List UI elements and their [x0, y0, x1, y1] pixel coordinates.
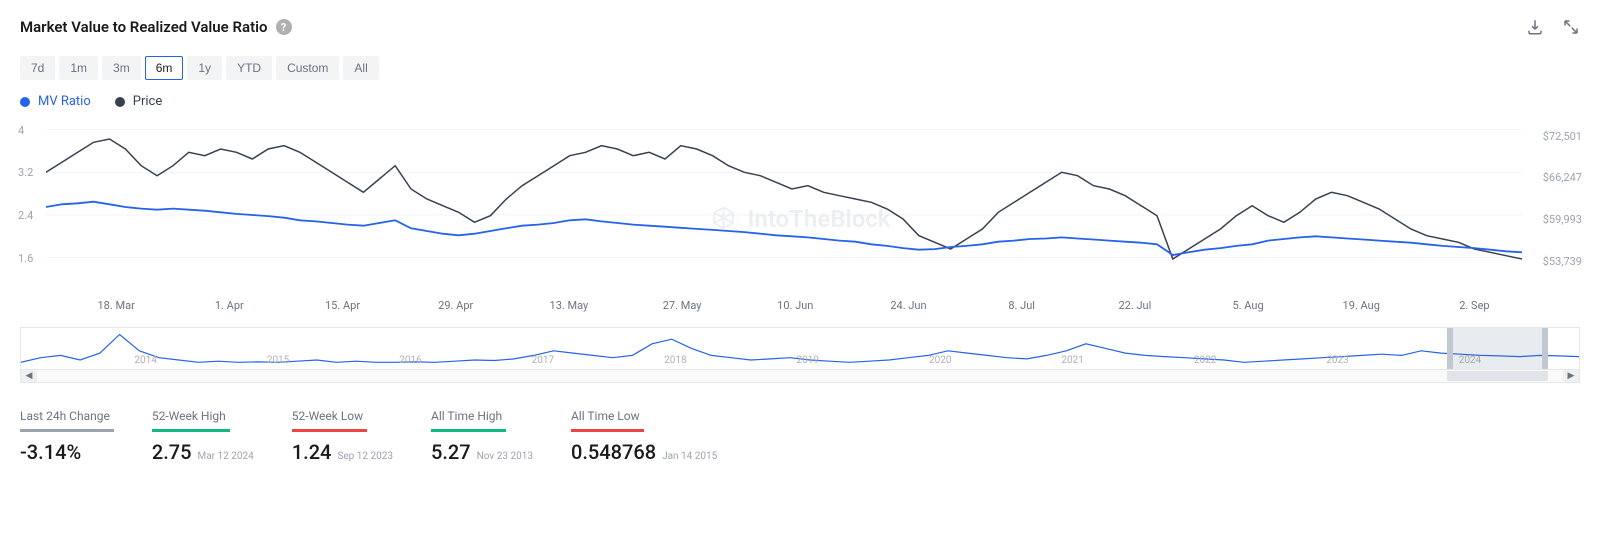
stat-date: Mar 12 2024	[198, 451, 254, 462]
stat-date: Jan 14 2015	[662, 451, 717, 462]
timerange-1y[interactable]: 1y	[187, 56, 222, 80]
timerange-selector: 7d1m3m6m1yYTDCustomAll	[20, 56, 1580, 80]
navigator-scrollbar[interactable]: ◀ ▶	[20, 369, 1580, 383]
timerange-1m[interactable]: 1m	[59, 56, 98, 80]
chart-header: Market Value to Realized Value Ratio ?	[20, 18, 1580, 36]
legend-item[interactable]: Price	[115, 94, 162, 109]
stat-label: 52-Week Low	[292, 409, 367, 432]
chart-canvas	[46, 119, 1522, 279]
stat-label: Last 24h Change	[20, 409, 114, 432]
navigator-selection[interactable]	[1447, 328, 1548, 369]
stat-label: All Time Low	[571, 409, 644, 432]
expand-icon[interactable]	[1562, 18, 1580, 36]
scroll-thumb[interactable]	[1447, 371, 1548, 381]
stat-date: Nov 23 2013	[477, 451, 533, 462]
timerange-custom[interactable]: Custom	[276, 56, 339, 80]
timerange-3m[interactable]: 3m	[102, 56, 141, 80]
stat-block: All Time Low 0.548768 Jan 14 2015	[571, 405, 717, 464]
stat-label: 52-Week High	[152, 409, 230, 432]
stat-value: -3.14%	[20, 440, 81, 464]
legend-label: Price	[133, 94, 162, 109]
legend-item[interactable]: MV Ratio	[20, 94, 91, 109]
chart-title: Market Value to Realized Value Ratio	[20, 18, 268, 36]
timerange-6m[interactable]: 6m	[145, 56, 184, 80]
timerange-7d[interactable]: 7d	[20, 56, 55, 80]
stat-value: 0.548768	[571, 440, 656, 464]
y-axis-right: $53,739$59,993$66,247$72,501	[1526, 119, 1582, 279]
stat-value: 2.75	[152, 440, 192, 464]
stat-value: 1.24	[292, 440, 332, 464]
chart-legend: MV Ratio Price	[20, 94, 1580, 109]
stat-block: 52-Week High 2.75 Mar 12 2024	[152, 405, 254, 464]
scroll-left-arrow[interactable]: ◀	[21, 370, 37, 382]
legend-label: MV Ratio	[38, 94, 91, 109]
timerange-all[interactable]: All	[343, 56, 378, 80]
help-icon[interactable]: ?	[276, 19, 292, 35]
stat-block: All Time High 5.27 Nov 23 2013	[431, 405, 533, 464]
stat-block: 52-Week Low 1.24 Sep 12 2023	[292, 405, 393, 464]
x-axis: 18. Mar1. Apr15. Apr29. Apr13. May27. Ma…	[50, 299, 1520, 319]
y-axis-left: 1.62.43.24	[18, 119, 42, 279]
legend-dot	[20, 97, 30, 107]
main-chart: 1.62.43.24 $53,739$59,993$66,247$72,501 …	[20, 119, 1580, 319]
mini-x-axis: 2014201520162017201820192020202120222023…	[21, 355, 1579, 367]
timerange-ytd[interactable]: YTD	[226, 56, 272, 80]
stat-label: All Time High	[431, 409, 506, 432]
stat-block: Last 24h Change -3.14%	[20, 405, 114, 464]
stats-row: Last 24h Change -3.14% 52-Week High 2.75 Mar…	[20, 405, 1580, 464]
scroll-right-arrow[interactable]: ▶	[1563, 370, 1579, 382]
download-icon[interactable]	[1526, 18, 1544, 36]
stat-value: 5.27	[431, 440, 471, 464]
legend-dot	[115, 97, 125, 107]
navigator-chart[interactable]: 2014201520162017201820192020202120222023…	[20, 327, 1580, 369]
stat-date: Sep 12 2023	[337, 451, 393, 462]
